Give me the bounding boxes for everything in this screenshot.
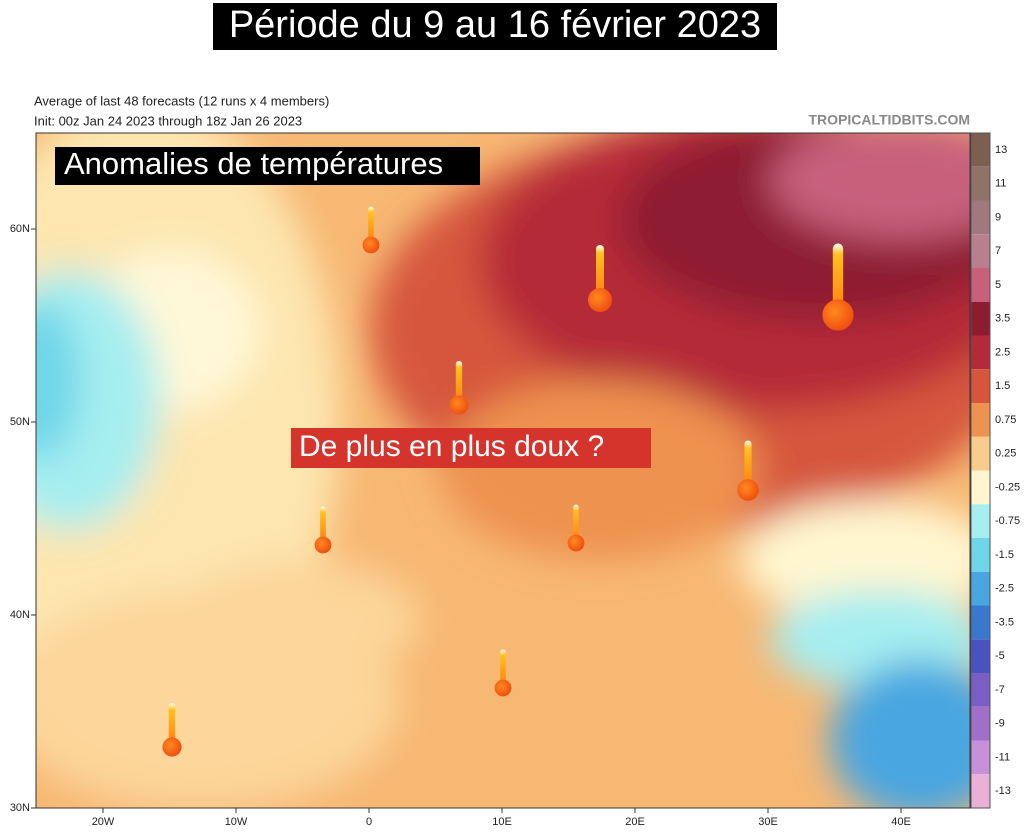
colorbar-label: -3.5 [995, 616, 1014, 628]
colorbar-segment [971, 538, 990, 572]
x-tick-label: 30E [758, 816, 778, 828]
colorbar-label: -9 [995, 718, 1005, 730]
x-tick-label: 40E [891, 816, 911, 828]
colorbar-label: 9 [995, 211, 1001, 223]
colorbar-segment [971, 740, 990, 775]
title: Période du 9 au 16 février 2023 [229, 4, 761, 46]
colorbar-label: 2.5 [995, 346, 1010, 358]
credit: TROPICALTIDBITS.COM [808, 112, 970, 128]
colorbar-label: 11 [995, 178, 1006, 190]
colorbar-segment [971, 673, 990, 707]
colorbar-label: -7 [995, 684, 1005, 696]
colorbar-segment [971, 605, 990, 640]
colorbar-label: 3.5 [995, 313, 1010, 325]
colorbar-segment [971, 301, 990, 336]
map-label: De plus en plus doux ? [299, 430, 604, 463]
colorbar-label: -5 [995, 650, 1005, 662]
colorbar-label: -1.5 [995, 549, 1014, 561]
y-tick-label: 60N [10, 223, 30, 235]
colorbar-label: 5 [995, 279, 1001, 291]
thermometer-bulb [314, 536, 332, 554]
subtitle: Init: 00z Jan 24 2023 through 18z Jan 26… [34, 113, 302, 128]
thermometer-stem [320, 506, 326, 545]
colorbar-label: 13 [995, 144, 1007, 156]
colorbar-segment [971, 436, 990, 471]
thermometer-stem [368, 206, 374, 245]
thermometer-bulb [588, 288, 612, 312]
colorbar-label: -0.25 [995, 481, 1020, 493]
thermometer-stem [573, 504, 579, 543]
colorbar-segment [971, 166, 990, 201]
colorbar-segment [971, 268, 990, 302]
y-tick-label: 40N [10, 609, 30, 621]
title-box [213, 3, 777, 50]
x-tick-label: 0 [366, 816, 372, 828]
colorbar-label: -2.5 [995, 583, 1014, 595]
thermometer-stem [455, 361, 463, 405]
x-tick-label: 20W [92, 816, 115, 828]
colorbar-segment [971, 403, 990, 437]
thermometer-bulb [162, 737, 182, 757]
map [36, 133, 970, 808]
colorbar-segment [971, 470, 990, 505]
map-frame [35, 132, 971, 809]
thermometer-bulb [494, 679, 512, 697]
x-tick-label: 20E [625, 816, 645, 828]
label-box [55, 147, 480, 185]
colorbar-frame [970, 132, 991, 809]
thermometer-bulb [567, 534, 585, 552]
subtitle: Average of last 48 forecasts (12 runs x … [34, 93, 329, 108]
thermometer-stem [832, 243, 844, 315]
label-box [291, 428, 651, 468]
colorbar-label: 0.75 [995, 414, 1016, 426]
colorbar-segment [971, 133, 990, 167]
x-tick-label: 10E [492, 816, 512, 828]
map-label: Anomalies de températures [64, 146, 443, 181]
thermometer-stem [500, 649, 506, 688]
colorbar-segment [971, 571, 990, 606]
x-tick-label: 10W [225, 816, 248, 828]
anomaly-field [36, 133, 970, 808]
y-tick-label: 30N [10, 802, 30, 814]
thermometer-bulb [449, 395, 469, 415]
colorbar-segment [971, 504, 990, 538]
colorbar-label: -13 [995, 785, 1011, 797]
colorbar-label: 1.5 [995, 380, 1010, 392]
thermometer-stem [744, 440, 752, 490]
colorbar-segment [971, 369, 990, 403]
colorbar-segment [971, 335, 990, 370]
thermometer-stem [596, 245, 604, 300]
colorbar-segment [971, 706, 990, 741]
thermometer-bulb [822, 299, 854, 331]
colorbar-label: 7 [995, 245, 1001, 257]
colorbar-segment [971, 200, 990, 235]
colorbar-segment [971, 774, 990, 808]
colorbar-label: -0.75 [995, 515, 1020, 527]
y-tick-label: 50N [10, 416, 30, 428]
colorbar-label: -11 [995, 751, 1010, 763]
colorbar-segment [971, 639, 990, 673]
colorbar-segment [971, 234, 990, 268]
thermometer-bulb [362, 236, 380, 254]
colorbar-label: 0.25 [995, 448, 1016, 460]
thermometer-bulb [737, 479, 759, 501]
thermometer-stem [168, 703, 176, 747]
